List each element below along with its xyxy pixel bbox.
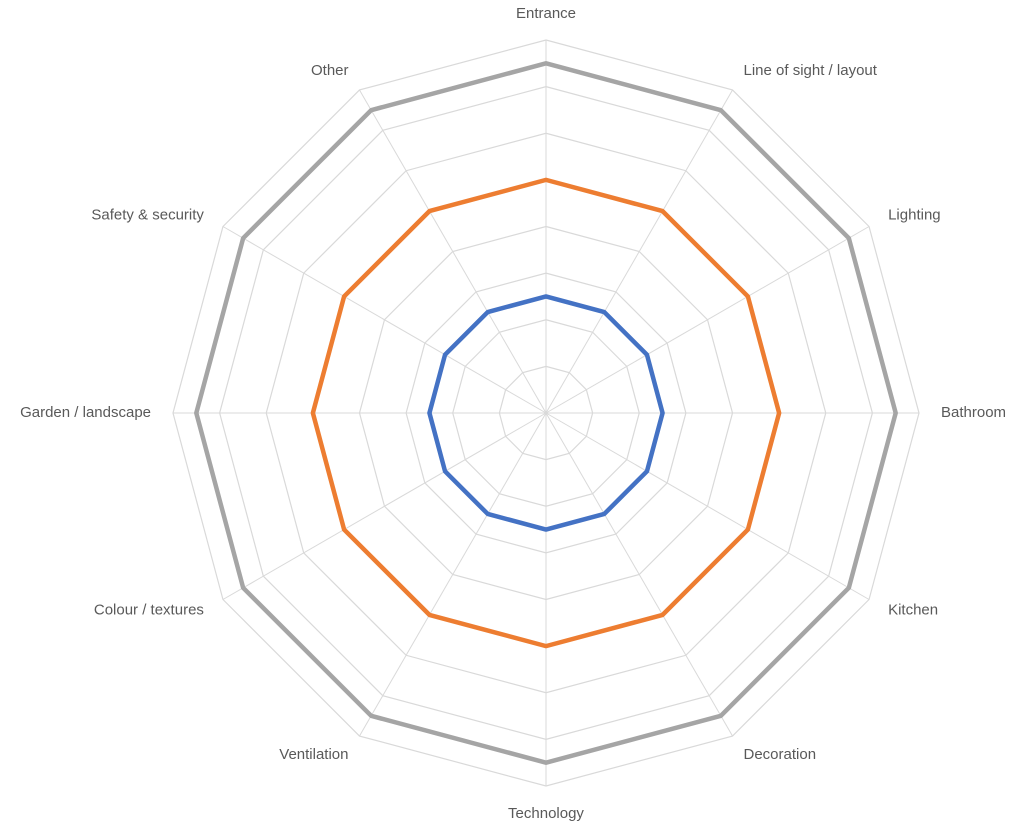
category-label: Colour / textures <box>94 601 204 618</box>
category-label: Line of sight / layout <box>744 62 878 79</box>
radar-series-2 <box>310 177 782 649</box>
radar-series-1 <box>427 294 665 532</box>
radar-grid-ring <box>405 272 687 554</box>
radar-grid-ring <box>498 365 594 461</box>
category-label: Bathroom <box>941 404 1006 421</box>
radar-grid-ring <box>358 225 734 601</box>
category-label-layer: Entrance Line of sight / layout Lighting Ba… <box>20 5 1006 822</box>
radar-grid-ring <box>219 86 874 741</box>
radar-grid-ring <box>452 319 640 507</box>
category-label: Safety & security <box>91 206 204 223</box>
radar-series-3 <box>194 61 898 765</box>
category-label: Lighting <box>888 206 941 223</box>
grid-layer <box>172 39 920 787</box>
category-label: Other <box>311 62 349 79</box>
category-label: Decoration <box>744 746 817 763</box>
category-label: Entrance <box>516 5 576 22</box>
category-label: Ventilation <box>279 746 348 763</box>
category-label: Garden / landscape <box>20 404 151 421</box>
series-layer <box>194 61 898 765</box>
radar-grid-ring <box>265 132 827 694</box>
radar-grid-ring <box>172 39 920 787</box>
category-label: Kitchen <box>888 601 938 618</box>
category-label: Technology <box>508 805 584 822</box>
